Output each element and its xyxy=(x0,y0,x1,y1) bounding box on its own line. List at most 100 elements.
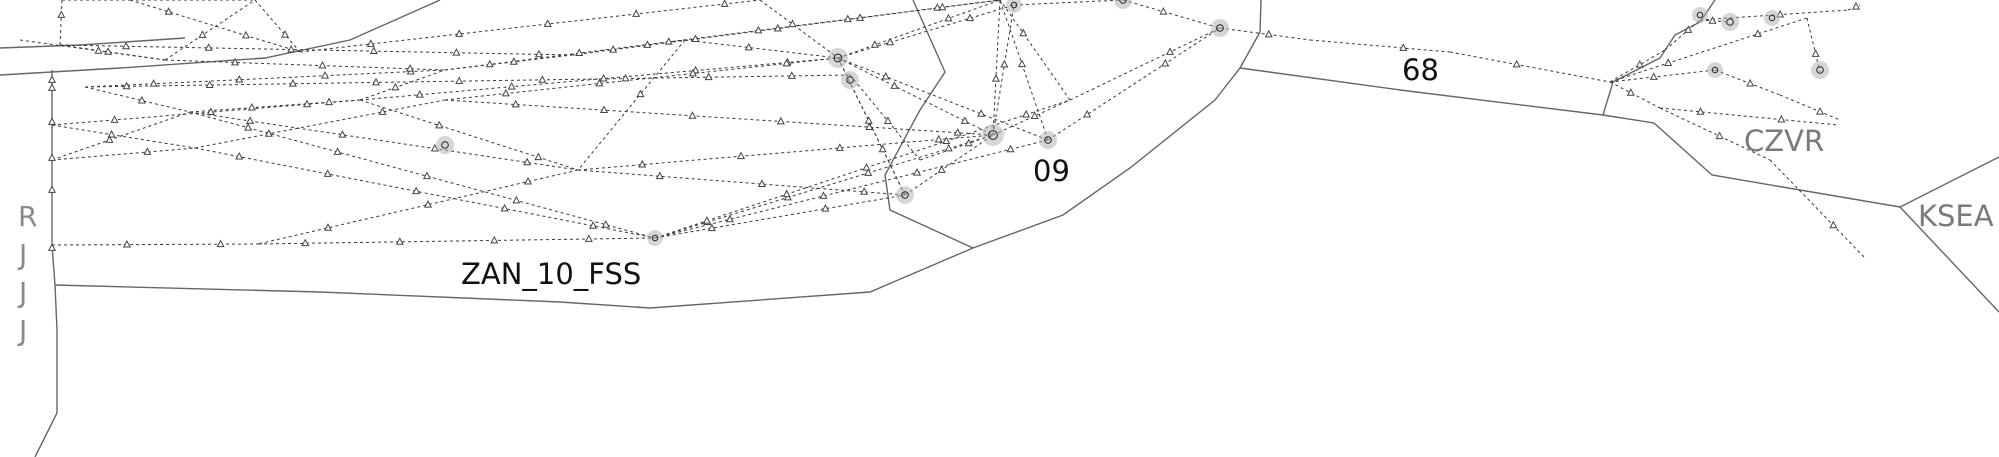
airway-route xyxy=(1659,107,1771,161)
fix-triangle-icon xyxy=(584,234,593,242)
airway-route xyxy=(19,39,166,61)
fix-triangle-icon xyxy=(1635,60,1644,68)
airway-route xyxy=(1664,19,1701,51)
fix-triangle-icon xyxy=(881,71,890,80)
airway-route xyxy=(1122,0,1221,29)
fix-triangle-icon xyxy=(691,34,700,43)
center-label-ksea: KSEA xyxy=(1918,199,1994,233)
vertical-label-letter: J xyxy=(19,276,28,309)
fix-triangle-icon xyxy=(1006,144,1015,153)
fix-triangle-icon xyxy=(235,151,244,160)
airway-route xyxy=(194,99,446,149)
fix-triangle-icon xyxy=(455,76,464,85)
airway-route xyxy=(51,124,196,149)
airway-route xyxy=(1219,27,1311,41)
fix-triangle-icon xyxy=(589,221,598,229)
airway-route xyxy=(1069,27,1221,101)
airway-route xyxy=(189,111,656,239)
fix-triangle-icon xyxy=(1777,114,1786,123)
fix-triangle-icon xyxy=(412,186,421,195)
airway-route xyxy=(1779,94,1841,121)
fix-triangle-icon xyxy=(860,187,869,195)
airport-circle-icon xyxy=(651,234,659,242)
fix-triangle-icon xyxy=(664,37,673,45)
navigation-fixes xyxy=(47,0,1861,251)
airway-route xyxy=(59,44,573,56)
fix-triangle-icon xyxy=(1512,59,1521,68)
fix-triangle-icon xyxy=(938,2,947,11)
airport-halo xyxy=(1707,62,1723,78)
fix-triangle-icon xyxy=(1264,29,1273,38)
fix-triangle-icon xyxy=(870,40,879,48)
airway-route xyxy=(919,134,994,161)
fix-triangle-icon xyxy=(601,220,610,228)
airway-route xyxy=(1609,81,1661,109)
fix-triangle-icon xyxy=(865,122,874,130)
airway-route xyxy=(51,111,191,161)
fix-triangle-icon xyxy=(247,102,256,111)
fix-triangle-icon xyxy=(511,99,520,108)
airport-circle-icon xyxy=(988,130,998,140)
airway-route xyxy=(444,0,1001,71)
airway-routes xyxy=(19,0,1866,259)
sector-label-68: 68 xyxy=(1402,53,1439,87)
airport-circle-icon xyxy=(1010,1,1018,9)
fix-triangle-icon xyxy=(977,109,986,117)
fix-triangle-icon xyxy=(737,151,746,160)
fix-triangle-icon xyxy=(264,129,273,137)
fix-triangle-icon xyxy=(104,47,113,55)
fix-triangle-icon xyxy=(287,44,296,53)
airway-route xyxy=(992,0,1001,136)
fix-triangle-icon xyxy=(864,168,873,176)
fix-triangle-icon xyxy=(1811,49,1820,57)
airway-route xyxy=(257,237,656,245)
airport-circle-icon xyxy=(901,191,909,199)
fix-triangle-icon xyxy=(415,90,424,98)
airway-route xyxy=(1714,69,1781,96)
fix-triangle-icon xyxy=(942,136,951,145)
fix-triangle-icon xyxy=(953,128,962,136)
fix-triangle-icon xyxy=(1829,220,1838,229)
airway-route xyxy=(359,57,839,101)
fix-triangle-icon xyxy=(595,78,604,87)
vertical-label-letter: J xyxy=(19,314,28,347)
airport-halo xyxy=(982,124,1004,146)
fix-triangle-icon xyxy=(643,40,652,48)
fix-triangle-icon xyxy=(1019,28,1028,37)
fix-triangle-icon xyxy=(500,203,509,212)
airport-halo xyxy=(1211,19,1229,37)
airport-halo xyxy=(647,230,663,246)
sector-boundary xyxy=(54,0,1262,309)
fix-triangle-icon xyxy=(937,165,946,173)
fix-triangle-icon xyxy=(1083,109,1092,118)
fix-triangle-icon xyxy=(543,19,552,27)
fix-triangle-icon xyxy=(107,129,116,138)
fix-triangle-icon xyxy=(609,45,618,53)
fix-triangle-icon xyxy=(819,191,828,199)
fix-triangle-icon xyxy=(452,48,461,56)
fix-triangle-icon xyxy=(1399,43,1408,51)
airway-route xyxy=(164,0,256,61)
airport-circle-icon xyxy=(441,141,449,149)
airport-halo xyxy=(896,186,914,204)
sector-label-09: 09 xyxy=(1033,154,1070,188)
fix-triangle-icon xyxy=(776,116,785,125)
airway-route xyxy=(84,74,851,88)
airway-route xyxy=(837,0,1001,59)
fix-triangle-icon xyxy=(991,74,1000,82)
fix-triangle-icon xyxy=(788,19,797,28)
fix-triangle-icon xyxy=(1664,58,1673,66)
fix-triangle-icon xyxy=(702,216,711,224)
center-label-czvr: CZVR xyxy=(1744,124,1825,158)
fix-triangle-icon xyxy=(934,134,943,143)
sector-boundary xyxy=(1899,156,1999,208)
airway-route xyxy=(444,99,994,136)
fix-triangle-icon xyxy=(47,243,57,251)
fix-triangle-icon xyxy=(1708,16,1717,24)
airports xyxy=(436,0,1829,246)
fix-triangle-icon xyxy=(707,223,716,232)
fix-triangle-icon xyxy=(423,200,433,208)
airport-circle-icon xyxy=(1711,66,1719,74)
airport-circle-icon xyxy=(833,53,843,63)
